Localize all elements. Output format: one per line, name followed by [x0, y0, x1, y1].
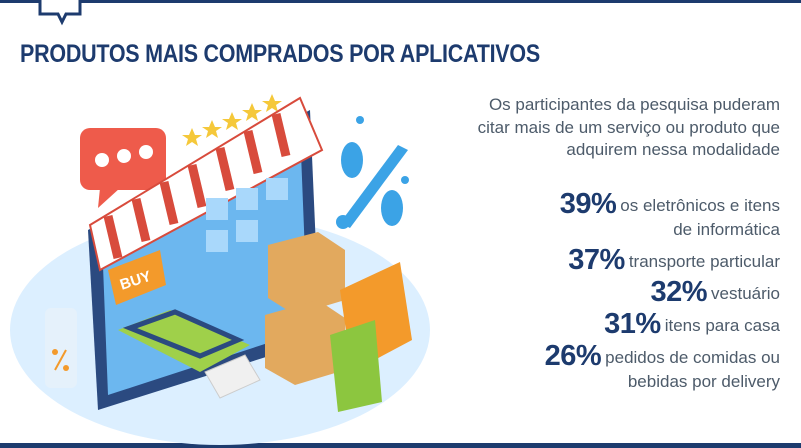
- item-percent: 32%: [650, 276, 708, 308]
- intro-line: Os participantes da pesquisa puderam: [488, 95, 780, 114]
- item: 31% itens para casa: [545, 310, 780, 339]
- percent-sign: [340, 142, 408, 228]
- card-stripe: [122, 309, 245, 359]
- intro-line: adquirem nessa modalidade: [566, 140, 780, 159]
- box: [268, 232, 345, 315]
- item-line: de informática: [545, 218, 780, 242]
- tag: [45, 308, 77, 388]
- intro: Os participantes da pesquisa puderam cita…: [478, 94, 780, 162]
- item: 39% os eletrônicos e itens de informática: [545, 190, 780, 242]
- item-line: 26% pedidos de comidas ou: [545, 342, 780, 371]
- item-label: de informática: [673, 220, 780, 239]
- item-percent: 37%: [568, 244, 625, 276]
- box: [265, 300, 345, 385]
- item-label: itens para casa: [664, 316, 780, 335]
- item-line: 31% itens para casa: [545, 310, 780, 339]
- intro-line: citar mais de um serviço ou produto que: [477, 117, 780, 137]
- screen-tiles: [206, 178, 288, 252]
- item-label: transporte particular: [628, 252, 780, 271]
- item-line: 32% vestuário: [545, 278, 780, 307]
- item-percent: 26%: [544, 340, 602, 372]
- top-rule: [0, 0, 801, 3]
- buy-tag: [108, 250, 166, 305]
- dot: [117, 149, 131, 163]
- item-label: bebidas por delivery: [627, 372, 780, 391]
- chat-tail: [98, 188, 120, 208]
- item-label: vestuário: [711, 284, 780, 303]
- title: PRODUTOS MAIS COMPRADOS POR APLICATIVOS: [20, 40, 540, 68]
- item-line: 39% os eletrônicos e itens: [545, 190, 780, 219]
- dot: [139, 145, 153, 159]
- item-list: 39% os eletrônicos e itens de informática 3…: [545, 190, 780, 400]
- bubble-icon: [38, 0, 82, 26]
- item-label: os eletrônicos e itens: [620, 196, 780, 215]
- item-percent: 31%: [604, 308, 661, 340]
- item: 32% vestuário: [545, 278, 780, 307]
- dot: [356, 116, 364, 124]
- bottom-rule: [0, 443, 801, 448]
- dot: [336, 215, 350, 229]
- cash: [204, 354, 261, 399]
- item-line: bebidas por delivery: [545, 370, 780, 394]
- item: 26% pedidos de comidas ou bebidas por deli…: [545, 342, 780, 394]
- item-label: pedidos de comidas ou: [605, 348, 780, 367]
- tag-percent: [52, 349, 69, 371]
- dot: [401, 176, 409, 184]
- bag: [330, 320, 382, 412]
- dot: [95, 153, 109, 167]
- item-percent: 39%: [559, 188, 617, 220]
- card: [118, 310, 250, 372]
- item-line: 37% transporte particular: [545, 246, 780, 275]
- stars: [182, 94, 282, 146]
- item: 37% transporte particular: [545, 246, 780, 275]
- awning-stripes: [103, 112, 291, 260]
- awning: [88, 96, 324, 272]
